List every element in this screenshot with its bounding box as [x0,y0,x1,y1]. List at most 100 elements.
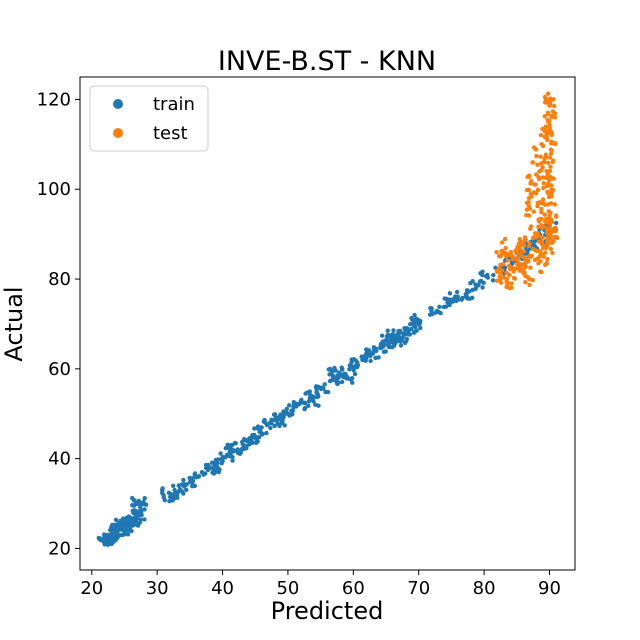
legend-test-marker [113,128,123,138]
chart-title: INVE-B.ST - KNN [218,46,436,77]
train-point [316,403,321,408]
train-point [223,446,228,451]
test-point [543,250,548,255]
train-point [190,478,196,483]
train-point [235,447,240,452]
test-point [544,131,549,136]
test-point [549,183,554,188]
test-point [541,160,546,165]
train-point [138,504,143,510]
train-point [195,474,201,480]
test-point [528,181,533,186]
train-point [168,492,174,497]
train-point [242,437,247,442]
train-point [175,495,180,500]
series-train [96,220,559,547]
train-point [142,517,147,522]
legend: train test [89,85,209,152]
train-point [214,463,219,468]
train-point [125,518,130,523]
train-point [406,329,411,334]
train-point [376,355,381,360]
train-point [314,384,319,389]
test-point [535,200,540,206]
test-point [548,174,553,180]
y-tick-label: 80 [48,269,71,290]
train-point [378,341,384,347]
train-point [455,294,460,299]
test-point [520,267,526,272]
train-point [248,438,254,443]
train-point [160,490,165,496]
test-point [506,285,512,291]
train-point [484,274,489,279]
train-point [379,333,385,338]
test-point [524,213,529,218]
test-point [499,240,505,245]
test-point [550,250,555,256]
test-point [538,133,544,138]
train-point [128,518,134,524]
train-point [398,343,404,348]
test-point [514,261,520,267]
train-point [366,350,371,355]
train-point [447,291,453,296]
train-point [128,528,133,533]
test-point [503,245,508,251]
test-point [501,275,506,280]
train-point [473,282,478,287]
train-point [260,431,265,437]
test-point [527,243,532,249]
test-point [521,271,526,276]
test-point [545,235,550,240]
train-point [230,442,235,448]
train-point [402,340,408,346]
x-tick-label: 30 [146,578,169,599]
test-point [542,202,548,207]
test-point [531,145,537,150]
test-point [539,206,544,212]
test-point [547,100,553,105]
test-point [527,174,532,179]
train-point [142,496,147,501]
train-point [390,335,395,341]
test-point [542,212,547,217]
test-point [545,91,551,96]
test-point [543,124,548,129]
test-point [550,159,555,165]
test-point [514,249,519,254]
train-point [238,450,244,455]
train-point [311,395,317,400]
train-point [299,397,304,402]
test-point [554,213,559,218]
test-point [507,272,512,278]
train-point [104,540,110,545]
test-point [521,249,527,254]
train-point [115,535,120,540]
train-point [391,328,396,333]
x-tick-label: 20 [80,578,103,599]
test-point [535,187,541,193]
y-tick-label: 40 [48,449,71,470]
train-point [447,297,452,302]
train-point [332,376,337,381]
train-point [454,289,460,295]
train-point [124,526,129,532]
train-point [192,483,197,489]
train-point [138,509,144,514]
test-point [552,103,557,109]
train-point [122,532,127,537]
test-point [545,110,551,115]
train-point [554,220,559,226]
test-point [520,254,526,259]
train-point [447,302,452,308]
train-point [418,325,423,331]
test-point [498,280,504,285]
test-point [537,249,543,254]
train-point [203,471,208,476]
train-point [302,405,308,411]
y-tick-label: 120 [37,89,71,110]
x-tick-label: 70 [407,578,430,599]
test-point [519,262,524,268]
